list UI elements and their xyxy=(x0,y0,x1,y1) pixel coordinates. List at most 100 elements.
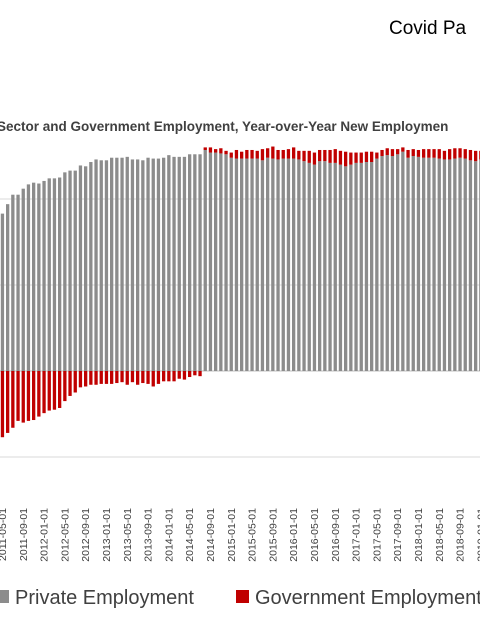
bar-private xyxy=(115,157,119,371)
bar-government xyxy=(99,371,103,384)
bar-government xyxy=(375,152,379,159)
bar-private xyxy=(318,161,322,371)
bar-private xyxy=(84,166,88,371)
bar-private xyxy=(266,157,270,371)
bar-private xyxy=(437,158,441,371)
bar-private xyxy=(73,170,77,371)
bar-private xyxy=(130,159,135,371)
bar-government xyxy=(453,148,457,159)
bar-private xyxy=(78,165,83,371)
bar-private xyxy=(162,157,166,371)
bar-private xyxy=(214,152,218,371)
bar-private xyxy=(245,158,249,371)
bar-private xyxy=(6,204,10,371)
bar-government xyxy=(219,148,223,154)
bar-private xyxy=(333,162,337,371)
legend-swatch-government xyxy=(236,590,249,603)
bar-private xyxy=(307,162,311,371)
x-tick-label: 2015-01-01 xyxy=(226,508,238,562)
bar-government xyxy=(146,371,150,384)
bar-government xyxy=(385,148,389,156)
bar-government xyxy=(390,149,395,156)
bar-government xyxy=(463,149,467,159)
legend-item-private[interactable]: Private Employment xyxy=(0,587,194,610)
bar-private xyxy=(302,161,306,371)
bar-private xyxy=(203,149,207,371)
bar-government xyxy=(94,371,98,385)
x-tick-label: 2017-09-01 xyxy=(392,508,404,562)
x-tick-label: 2019-01-01 xyxy=(475,508,480,562)
bar-private xyxy=(468,160,473,371)
bar-private xyxy=(328,162,332,371)
bar-government xyxy=(110,371,114,384)
bar-government xyxy=(203,147,207,150)
x-tick-label: 2015-05-01 xyxy=(247,508,259,562)
bar-government xyxy=(234,149,239,159)
bar-private xyxy=(167,155,171,371)
bar-government xyxy=(68,371,72,396)
x-tick-label: 2015-09-01 xyxy=(267,508,279,562)
bar-government xyxy=(307,150,311,163)
bar-government xyxy=(359,152,363,163)
bar-private xyxy=(463,158,467,371)
bar-government xyxy=(364,151,369,163)
bar-government xyxy=(58,371,62,408)
bar-private xyxy=(442,159,447,371)
bar-government xyxy=(214,149,218,153)
bar-private xyxy=(229,157,233,371)
bar-private xyxy=(68,170,72,371)
bar-private xyxy=(453,158,457,371)
bar-private xyxy=(89,162,93,371)
bar-government xyxy=(125,371,129,385)
bar-government xyxy=(245,149,249,159)
bar-government xyxy=(432,149,436,158)
bar-government xyxy=(156,371,161,384)
bar-private xyxy=(432,157,436,371)
bar-private xyxy=(151,158,155,371)
bar-private xyxy=(411,156,415,371)
bar-private xyxy=(21,188,25,371)
bar-private xyxy=(0,213,5,371)
bar-government xyxy=(26,371,31,421)
bar-government xyxy=(318,149,322,162)
bar-private xyxy=(104,160,109,371)
bar-private xyxy=(448,159,452,371)
bar-private xyxy=(354,162,358,371)
x-tick-label: 2018-09-01 xyxy=(455,508,467,562)
bar-private xyxy=(120,157,124,371)
bar-government xyxy=(208,147,213,153)
chart-legend: Private Employment Government Employment xyxy=(0,587,480,613)
bar-private xyxy=(42,180,46,371)
x-tick-label: 2014-09-01 xyxy=(205,508,217,562)
bar-government xyxy=(328,149,332,163)
bar-government xyxy=(354,152,358,163)
bar-private xyxy=(16,194,20,371)
legend-item-government[interactable]: Government Employment xyxy=(236,587,480,610)
bar-government xyxy=(16,371,20,421)
bar-private xyxy=(208,152,213,371)
bar-private xyxy=(224,154,228,371)
bar-government xyxy=(286,149,291,159)
bar-private xyxy=(276,159,280,371)
bar-private xyxy=(364,162,369,371)
bar-private xyxy=(32,182,36,371)
bar-private xyxy=(380,156,384,371)
bar-government xyxy=(250,149,254,159)
bar-government xyxy=(338,150,343,165)
bar-government xyxy=(302,150,306,162)
bar-private xyxy=(99,160,103,371)
bar-government xyxy=(52,371,57,410)
x-tick-label: 2013-01-01 xyxy=(101,508,113,562)
bar-government xyxy=(42,371,46,414)
bar-government xyxy=(104,371,109,384)
bar-private xyxy=(63,172,67,371)
bar-private xyxy=(250,158,254,371)
bar-private xyxy=(94,159,98,371)
bar-government xyxy=(141,371,145,384)
bar-private xyxy=(172,156,176,371)
bar-private xyxy=(37,183,41,371)
x-tick-label: 2018-05-01 xyxy=(434,508,446,562)
bar-private xyxy=(312,164,317,371)
bar-government xyxy=(349,152,353,165)
bar-private xyxy=(338,164,343,371)
